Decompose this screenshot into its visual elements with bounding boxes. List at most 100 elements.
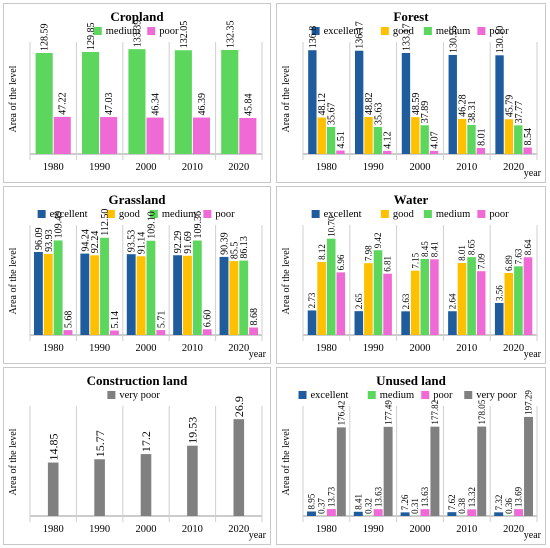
data-label: 197.29 xyxy=(524,390,534,415)
data-label: 0.38 xyxy=(457,498,467,514)
data-label: 48.82 xyxy=(364,92,375,115)
bar-medium-1980 xyxy=(326,126,336,154)
data-label: 132.05 xyxy=(179,21,190,49)
bar-excellent-2000 xyxy=(126,254,136,335)
bar-excellent-2020 xyxy=(494,302,504,335)
y-axis-label: Area of the level xyxy=(8,428,19,495)
data-label: 7.09 xyxy=(476,253,486,269)
x-tick-label: 1980 xyxy=(316,524,337,535)
data-label: 46.34 xyxy=(151,93,162,116)
data-label: 176.42 xyxy=(336,401,346,426)
bar-medium-1990 xyxy=(100,237,109,335)
data-label: 7.62 xyxy=(447,494,457,510)
bar-poor-2000 xyxy=(430,259,439,335)
data-label: 112.50 xyxy=(100,209,111,236)
bar-medium-2000 xyxy=(146,240,156,335)
data-label: 6.60 xyxy=(203,310,214,328)
data-label: 6.89 xyxy=(504,255,514,271)
chart-unused-land: Unused land excellent medium poor very poor A… xyxy=(281,373,542,541)
bar-poor-2000 xyxy=(156,330,166,335)
bar-excellent-2010 xyxy=(448,54,457,155)
bar-poor-2010 xyxy=(202,329,212,335)
bar-excellent-2000 xyxy=(401,52,411,154)
chart-construction-land: Construction land very poor Area of the le… xyxy=(8,373,267,541)
data-label: 2.65 xyxy=(354,293,364,309)
data-label: 13.63 xyxy=(373,486,383,507)
chart-grassland: Grassland excellent good medium poor Area of … xyxy=(8,192,267,360)
x-tick-label: 2010 xyxy=(456,524,477,535)
data-label: 35.67 xyxy=(327,102,338,125)
chart-cropland: Cropland medium poor Area of the level 128.5… xyxy=(8,9,263,173)
legend-item-poor: poor xyxy=(421,390,453,401)
bar-excellent-2000 xyxy=(400,512,410,516)
data-label: 130.55 xyxy=(448,25,459,53)
y-axis-label: Area of the level xyxy=(281,428,292,495)
x-tick-label: 2020 xyxy=(228,524,249,535)
chart-title: Cropland xyxy=(110,9,164,24)
bar-good-2020 xyxy=(504,119,514,154)
chart-title: Unused land xyxy=(376,373,446,388)
x-tick-label: 2000 xyxy=(410,162,431,173)
bar-medium-1980 xyxy=(326,238,336,335)
panel-grassland: Grassland excellent good medium poor Area of … xyxy=(3,186,271,364)
data-label: 48.12 xyxy=(317,93,328,116)
legend-item-medium: medium xyxy=(423,26,470,37)
legend-label: very poor xyxy=(476,390,517,401)
data-label: 8.64 xyxy=(523,239,533,255)
legend-swatch xyxy=(298,391,307,399)
bar-medium-2020 xyxy=(239,260,249,335)
data-label: 8.01 xyxy=(476,128,487,146)
bar-poor-2020 xyxy=(523,257,533,335)
y-axis-label: Area of the level xyxy=(8,247,19,314)
bar-poor-2020 xyxy=(514,509,524,516)
data-label: 2.73 xyxy=(307,292,317,308)
data-label: 8.12 xyxy=(317,244,327,260)
bar-poor-2020 xyxy=(523,147,532,154)
chart-title: Forest xyxy=(393,9,429,24)
bar-poor-1990 xyxy=(100,117,118,154)
x-tick-label: 2000 xyxy=(136,343,157,354)
legend-swatch xyxy=(93,27,102,35)
bar-very-poor-1990 xyxy=(383,426,393,516)
bar-excellent-2010 xyxy=(447,512,457,516)
bar-poor-1990 xyxy=(383,273,392,335)
data-label: 93.53 xyxy=(127,230,138,253)
bar-very-poor-2010 xyxy=(187,445,198,516)
bar-poor-1980 xyxy=(336,272,346,335)
x-tick-label: 2000 xyxy=(410,524,431,535)
bar-good-2000 xyxy=(410,270,420,335)
data-label: 7.98 xyxy=(364,245,374,261)
bar-poor-1990 xyxy=(383,150,392,154)
data-label: 91.14 xyxy=(137,232,148,255)
y-axis-label: Area of the level xyxy=(281,65,292,132)
data-label: 45.84 xyxy=(243,93,254,116)
legend-item-medium: medium xyxy=(149,209,196,220)
data-label: 133.17 xyxy=(401,23,412,51)
legend-item-poor: poor xyxy=(203,209,235,220)
bar-poor-2020 xyxy=(239,117,257,154)
legend-swatch xyxy=(464,391,473,399)
x-tick-label: 1990 xyxy=(89,343,110,354)
bar-medium-2020 xyxy=(221,50,239,155)
y-axis-label: Area of the level xyxy=(8,65,19,132)
bar-medium-2020 xyxy=(514,125,523,154)
data-label: 2.64 xyxy=(448,293,458,309)
x-tick-label: 2000 xyxy=(410,343,431,354)
panel-water: Water excellent good medium poor Area of the … xyxy=(276,186,546,364)
data-label: 92.29 xyxy=(173,231,184,254)
bar-excellent-2020 xyxy=(219,256,229,335)
data-label: 0.31 xyxy=(410,498,420,514)
legend-label: excellent xyxy=(311,390,349,401)
bar-poor-1980 xyxy=(336,150,345,154)
x-axis-label: year xyxy=(249,530,267,541)
data-label: 133.39 xyxy=(132,20,143,48)
legend-label: excellent xyxy=(324,209,362,220)
legend-swatch xyxy=(380,27,389,35)
legend-label: excellent xyxy=(324,26,362,37)
bar-good-2010 xyxy=(457,262,467,335)
legend-item-poor: poor xyxy=(477,209,509,220)
legend-item-excellent: excellent xyxy=(37,209,88,220)
panel-forest: Forest excellent good medium poor Area of the… xyxy=(276,3,546,183)
panel-construction-land: Construction land very poor Area of the le… xyxy=(3,367,271,545)
bar-excellent-1980 xyxy=(33,251,43,335)
